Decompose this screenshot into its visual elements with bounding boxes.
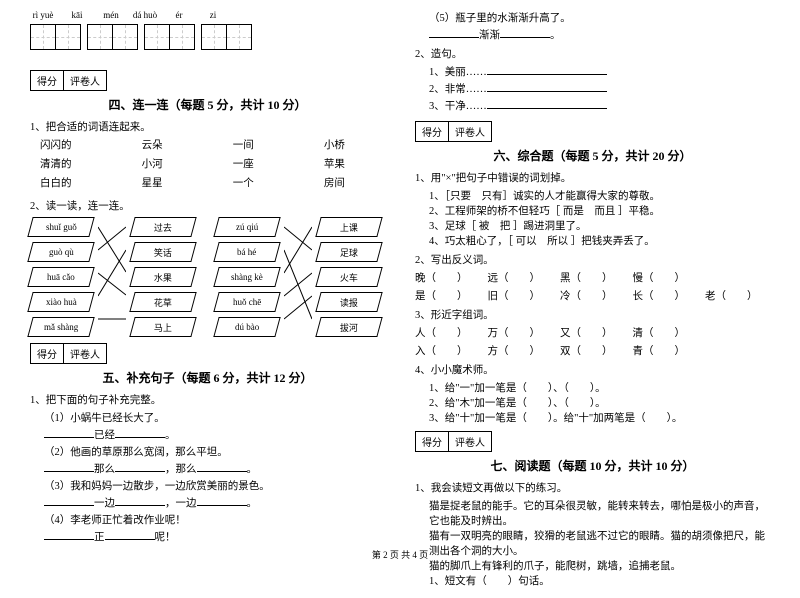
section-7-title: 七、阅读题（每题 10 分，共计 10 分） <box>415 457 770 474</box>
word-match-table: 闪闪的云朵一间小桥 清清的小河一座苹果 白白的星星一个房间 <box>40 137 385 190</box>
fill-line: 正呢！ <box>44 529 385 544</box>
q5-item: （1）小蜗牛已经长大了。 <box>44 410 385 425</box>
reading-text: 猫是捉老鼠的能手。它的耳朵很灵敏，能转来转去，哪怕是极小的声音，它也能及时辨出。 <box>429 498 770 528</box>
section-6-title: 六、综合题（每题 5 分，共计 20 分） <box>415 147 770 164</box>
q5-item: （2）他画的草原那么宽阔，那么平坦。 <box>44 444 385 459</box>
q6-2: 2、写出反义词。 <box>415 252 770 267</box>
fill-line: 已经。 <box>44 427 385 442</box>
page-footer: 第 2 页 共 4 页 <box>0 548 800 561</box>
pinyin-labels: rì yuè kāi mén dá huò ér zi <box>30 10 385 20</box>
section-5-title: 五、补充句子（每题 6 分，共计 12 分） <box>30 369 385 386</box>
q5-1: 1、把下面的句子补充完整。 <box>30 392 385 407</box>
q4-1: 1、把合适的词语连起来。 <box>30 119 385 134</box>
match-lines-left <box>98 217 126 332</box>
sentence-line: 3、干净…… <box>429 98 770 113</box>
fill-line: 渐渐。 <box>429 27 770 42</box>
fill-line: 那么，那么。 <box>44 461 385 476</box>
score-box: 得分评卷人 <box>415 121 492 142</box>
matching-diagram: shuǐ guǒ guò qù huā cǎo xiào huà mǎ shàn… <box>30 217 385 337</box>
q5-item: （3）我和妈妈一边散步，一边欣赏美丽的景色。 <box>44 478 385 493</box>
q7-item: 1、短文有（ ）句话。 <box>429 573 770 588</box>
q6-1: 1、用"×"把句子中错误的词划掉。 <box>415 170 770 185</box>
q6-item: 4、巧太粗心了，［ 可以 所以 ］把钱夹弄丢了。 <box>429 233 770 248</box>
match-lines-right <box>284 217 312 332</box>
score-box: 得分评卷人 <box>30 343 107 364</box>
q6-3: 3、形近字组词。 <box>415 307 770 322</box>
sentence-line: 1、美丽…… <box>429 64 770 79</box>
q6-item: 1、给"一"加一笔是（ ）、（ ）。 <box>429 380 770 395</box>
q7-1: 1、我会读短文再做以下的练习。 <box>415 480 770 495</box>
sentence-line: 2、非常…… <box>429 81 770 96</box>
score-box: 得分评卷人 <box>30 70 107 91</box>
fill-line: 一边，一边。 <box>44 495 385 510</box>
score-box: 得分评卷人 <box>415 431 492 452</box>
char-row: 入（ ）方（ ）双（ ）青（ ） <box>415 343 770 358</box>
antonym-row: 晚（ ）远（ ）黑（ ）慢（ ） <box>415 270 770 285</box>
antonym-row: 是（ ）旧（ ）冷（ ）长（ ）老（ ） <box>415 288 770 303</box>
q6-item: 3、给"十"加一笔是（ ）。给"十"加两笔是（ ）。 <box>429 410 770 425</box>
q6-item: 1、［只要 只有］诚实的人才能赢得大家的尊敬。 <box>429 188 770 203</box>
q6-4: 4、小小魔术师。 <box>415 362 770 377</box>
q4-2: 2、读一读，连一连。 <box>30 198 385 213</box>
q6-item: 3、足球［ 被 把 ］踢进洞里了。 <box>429 218 770 233</box>
q6-item: 2、给"木"加一笔是（ ）、（ ）。 <box>429 395 770 410</box>
q5-item: （4）李老师正忙着改作业呢！ <box>44 512 385 527</box>
section-4-title: 四、连一连（每题 5 分，共计 10 分） <box>30 96 385 113</box>
q5-2: 2、造句。 <box>415 46 770 61</box>
q5-item: （5）瓶子里的水渐渐升高了。 <box>429 10 770 25</box>
character-grid <box>30 24 385 50</box>
char-row: 人（ ）万（ ）又（ ）清（ ） <box>415 325 770 340</box>
q6-item: 2、工程师架的桥不但轻巧［ 而是 而且 ］平稳。 <box>429 203 770 218</box>
